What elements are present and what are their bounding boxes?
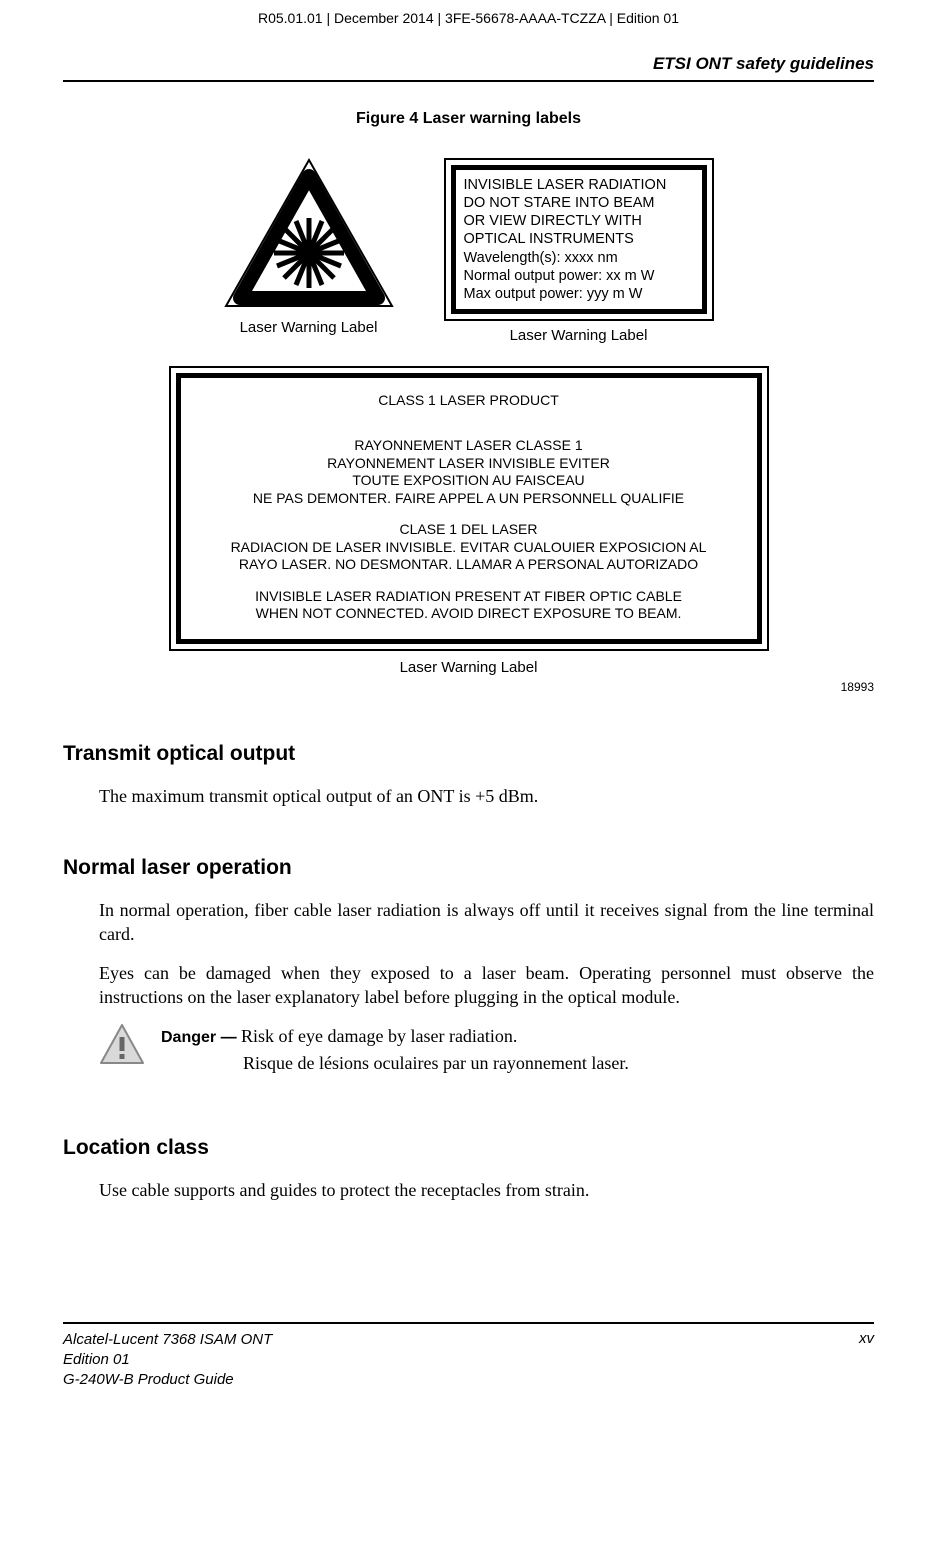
figure-title: Figure 4 Laser warning labels [63,110,874,128]
section-heading: Normal laser operation [63,856,874,880]
label-line: RAYO LASER. NO DESMONTAR. LLAMAR A PERSO… [191,556,747,574]
label-line: INVISIBLE LASER RADIATION PRESENT AT FIB… [191,588,747,606]
label-line: NE PAS DEMONTER. FAIRE APPEL A UN PERSON… [191,490,747,508]
laser-text-label-block: INVISIBLE LASER RADIATION DO NOT STARE I… [444,158,714,344]
big-label-wrap: CLASS 1 LASER PRODUCT RAYONNEMENT LASER … [63,366,874,676]
label-line: INVISIBLE LASER RADIATION [464,176,694,194]
label-line: DO NOT STARE INTO BEAM [464,194,694,212]
document-page: R05.01.01 | December 2014 | 3FE-56678-AA… [0,0,937,1411]
footer-line: Edition 01 [63,1350,272,1370]
laser-warning-triangle-icon [224,158,394,313]
label-line: Wavelength(s): xxxx nm [464,249,694,267]
label-line: CLASE 1 DEL LASER [191,521,747,539]
danger-triangle-icon [99,1023,145,1070]
label-line: OPTICAL INSTRUMENTS [464,230,694,248]
section-header: ETSI ONT safety guidelines [63,54,874,82]
footer-left: Alcatel-Lucent 7368 ISAM ONT Edition 01 … [63,1330,272,1391]
label-line: CLASS 1 LASER PRODUCT [191,392,747,410]
label-line: RADIACION DE LASER INVISIBLE. EVITAR CUA… [191,539,747,557]
label-line: OR VIEW DIRECTLY WITH [464,212,694,230]
danger-label: Danger — [161,1029,241,1046]
laser-triangle-block: Laser Warning Label [224,158,394,336]
laser-text-label-inner: INVISIBLE LASER RADIATION DO NOT STARE I… [451,165,707,314]
danger-text-fr: Risque de lésions oculaires par un rayon… [243,1050,629,1076]
footer-line: G-240W-B Product Guide [63,1370,272,1390]
laser-text-label: INVISIBLE LASER RADIATION DO NOT STARE I… [444,158,714,321]
danger-callout: Danger — Risk of eye damage by laser rad… [99,1023,874,1075]
body-paragraph: In normal operation, fiber cable laser r… [99,898,874,947]
label-line: TOUTE EXPOSITION AU FAISCEAU [191,472,747,490]
body-paragraph: Eyes can be damaged when they exposed to… [99,961,874,1010]
label-line: RAYONNEMENT LASER CLASSE 1 [191,437,747,455]
danger-text-en: Risk of eye damage by laser radiation. [241,1026,517,1046]
footer-line: Alcatel-Lucent 7368 ISAM ONT [63,1330,272,1350]
page-number: xv [859,1330,874,1391]
doc-meta-line: R05.01.01 | December 2014 | 3FE-56678-AA… [63,10,874,26]
section-heading: Location class [63,1136,874,1160]
labels-row: Laser Warning Label INVISIBLE LASER RADI… [63,158,874,344]
label-line: RAYONNEMENT LASER INVISIBLE EVITER [191,455,747,473]
section-heading: Transmit optical output [63,742,874,766]
label-line: Max output power: yyy m W [464,285,694,303]
label-caption: Laser Warning Label [444,327,714,344]
body-paragraph: Use cable supports and guides to protect… [99,1178,874,1202]
class1-laser-label-inner: CLASS 1 LASER PRODUCT RAYONNEMENT LASER … [176,373,762,644]
class1-laser-label: CLASS 1 LASER PRODUCT RAYONNEMENT LASER … [169,366,769,651]
label-line: Normal output power: xx m W [464,267,694,285]
label-caption: Laser Warning Label [169,659,769,676]
label-caption: Laser Warning Label [224,319,394,336]
body-paragraph: The maximum transmit optical output of a… [99,784,874,808]
page-footer: Alcatel-Lucent 7368 ISAM ONT Edition 01 … [63,1322,874,1391]
figure-ref-number: 18993 [63,680,874,694]
label-line: WHEN NOT CONNECTED. AVOID DIRECT EXPOSUR… [191,605,747,623]
danger-text: Danger — Risk of eye damage by laser rad… [161,1023,629,1075]
